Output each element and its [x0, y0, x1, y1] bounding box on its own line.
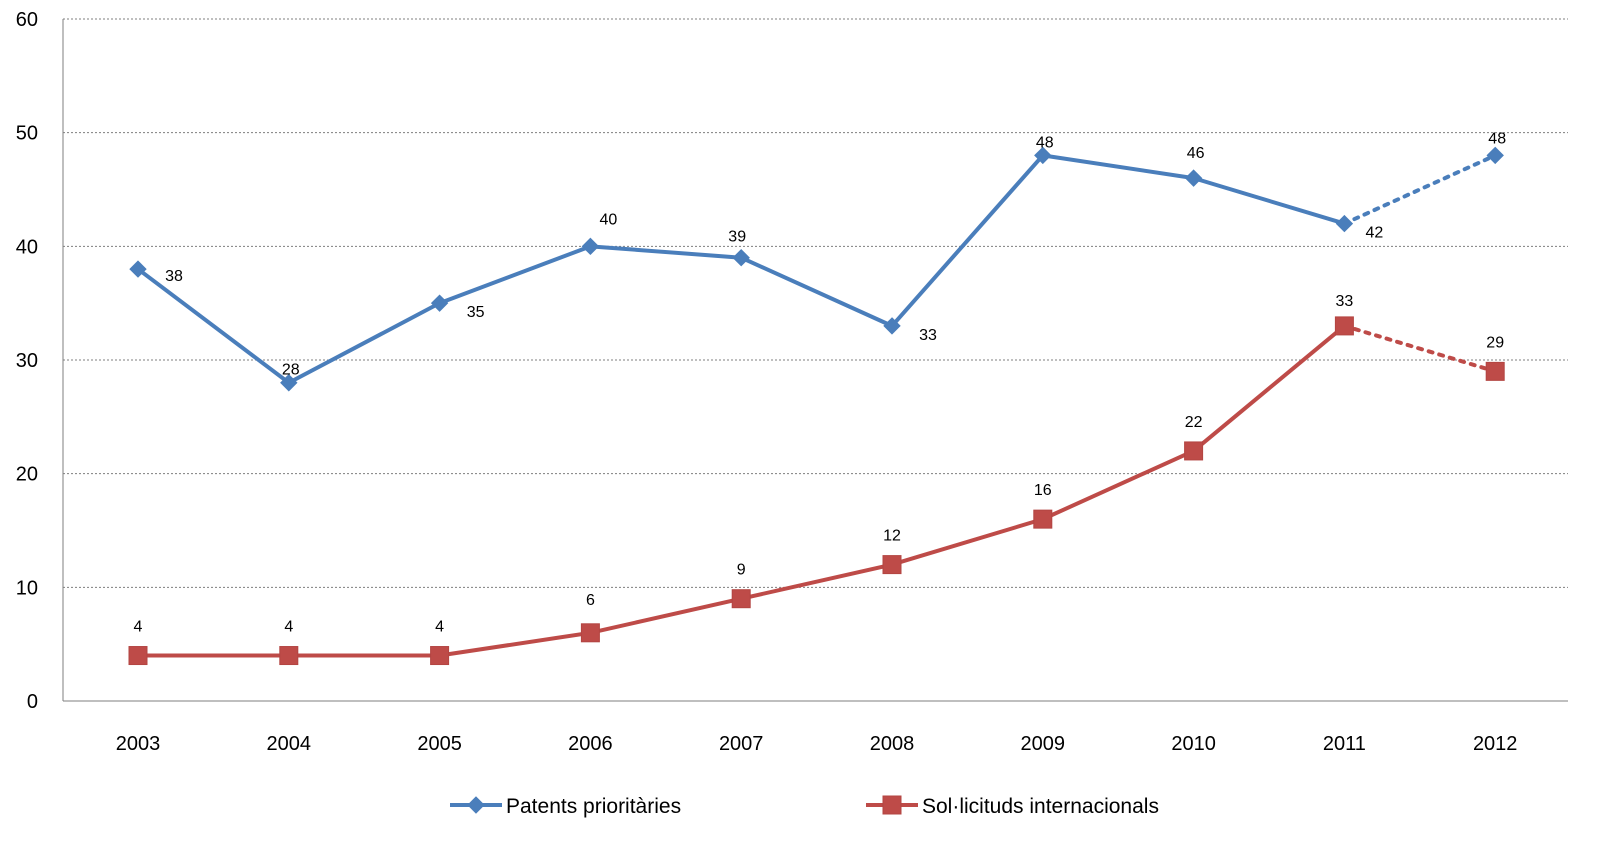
data-label: 33 [919, 327, 937, 344]
diamond-marker [1184, 169, 1203, 187]
grid-lines [63, 18, 1568, 588]
diamond-marker [883, 317, 901, 335]
square-marker [731, 589, 751, 609]
square-marker [1184, 441, 1204, 461]
square-marker [1485, 361, 1505, 381]
x-tick-label: 2003 [116, 733, 161, 755]
legend-item: Sol·licituds internacionals [866, 795, 1159, 818]
x-tick-label: 2011 [1323, 733, 1366, 755]
y-tick-label: 50 [16, 123, 38, 145]
diamond-marker [1335, 214, 1354, 233]
x-tick-label: 2009 [1021, 733, 1066, 755]
data-label: 29 [1486, 334, 1504, 351]
data-label: 38 [165, 268, 183, 285]
data-label: 39 [728, 229, 746, 246]
x-tick-label: 2006 [568, 733, 613, 755]
series-patents-prioritaries [129, 146, 1504, 392]
y-tick-label: 40 [16, 236, 38, 258]
data-label: 16 [1034, 482, 1052, 499]
series-line-dotted [1342, 323, 1498, 374]
x-tick-label: 2012 [1473, 733, 1518, 755]
x-tick-label: 2004 [267, 733, 312, 755]
data-label: 48 [1036, 134, 1054, 151]
data-label: 6 [586, 592, 595, 609]
series-line-solid [136, 153, 1345, 385]
y-tick-label: 0 [27, 691, 38, 713]
legend-label: Patents prioritàries [506, 795, 681, 818]
diamond-marker [280, 374, 298, 392]
legend-label: Sol·licituds internacionals [922, 795, 1159, 818]
diamond-marker [467, 796, 485, 814]
series-sollicituds-internacionals [128, 316, 1505, 666]
data-label: 33 [1336, 293, 1354, 310]
data-label: 35 [467, 304, 485, 321]
data-label: 4 [435, 619, 444, 636]
data-label: 48 [1488, 130, 1506, 147]
square-marker [882, 555, 902, 575]
diamond-marker [129, 260, 147, 278]
x-tick-label: 2010 [1171, 733, 1216, 755]
square-marker [128, 646, 148, 666]
square-marker [279, 646, 299, 666]
y-tick-label: 30 [16, 350, 38, 372]
square-marker [1334, 316, 1354, 336]
data-label: 40 [600, 211, 618, 228]
data-label: 46 [1187, 145, 1205, 162]
data-label: 4 [134, 619, 143, 636]
square-marker [430, 646, 450, 666]
y-tick-label: 20 [16, 464, 38, 486]
data-label: 4 [284, 619, 293, 636]
legend: Patents prioritàries Sol·licituds interna… [450, 795, 1159, 818]
axes: 0 10 20 30 40 50 60 2003 2004 2005 2006 2007 2008 200… [16, 9, 1568, 755]
data-label: 28 [282, 362, 300, 379]
data-label: 22 [1185, 414, 1203, 431]
diamond-marker [1034, 146, 1052, 165]
data-label: 42 [1366, 225, 1384, 242]
x-tick-label: 2005 [417, 733, 462, 755]
x-tick-label: 2007 [719, 733, 764, 755]
diamond-marker [1486, 146, 1504, 165]
series [128, 146, 1505, 666]
legend-item: Patents prioritàries [450, 795, 681, 818]
diamond-marker [430, 294, 449, 312]
data-label: 12 [883, 528, 901, 545]
series-line-dotted [1342, 153, 1498, 226]
square-marker [580, 623, 600, 643]
diamond-marker [732, 248, 750, 267]
square-marker [882, 795, 902, 815]
square-marker [1033, 509, 1053, 529]
x-tick-label: 2008 [870, 733, 915, 755]
y-tick-label: 10 [16, 577, 38, 599]
diamond-marker [581, 237, 600, 256]
data-label: 9 [737, 562, 746, 579]
y-tick-label: 60 [16, 9, 38, 31]
